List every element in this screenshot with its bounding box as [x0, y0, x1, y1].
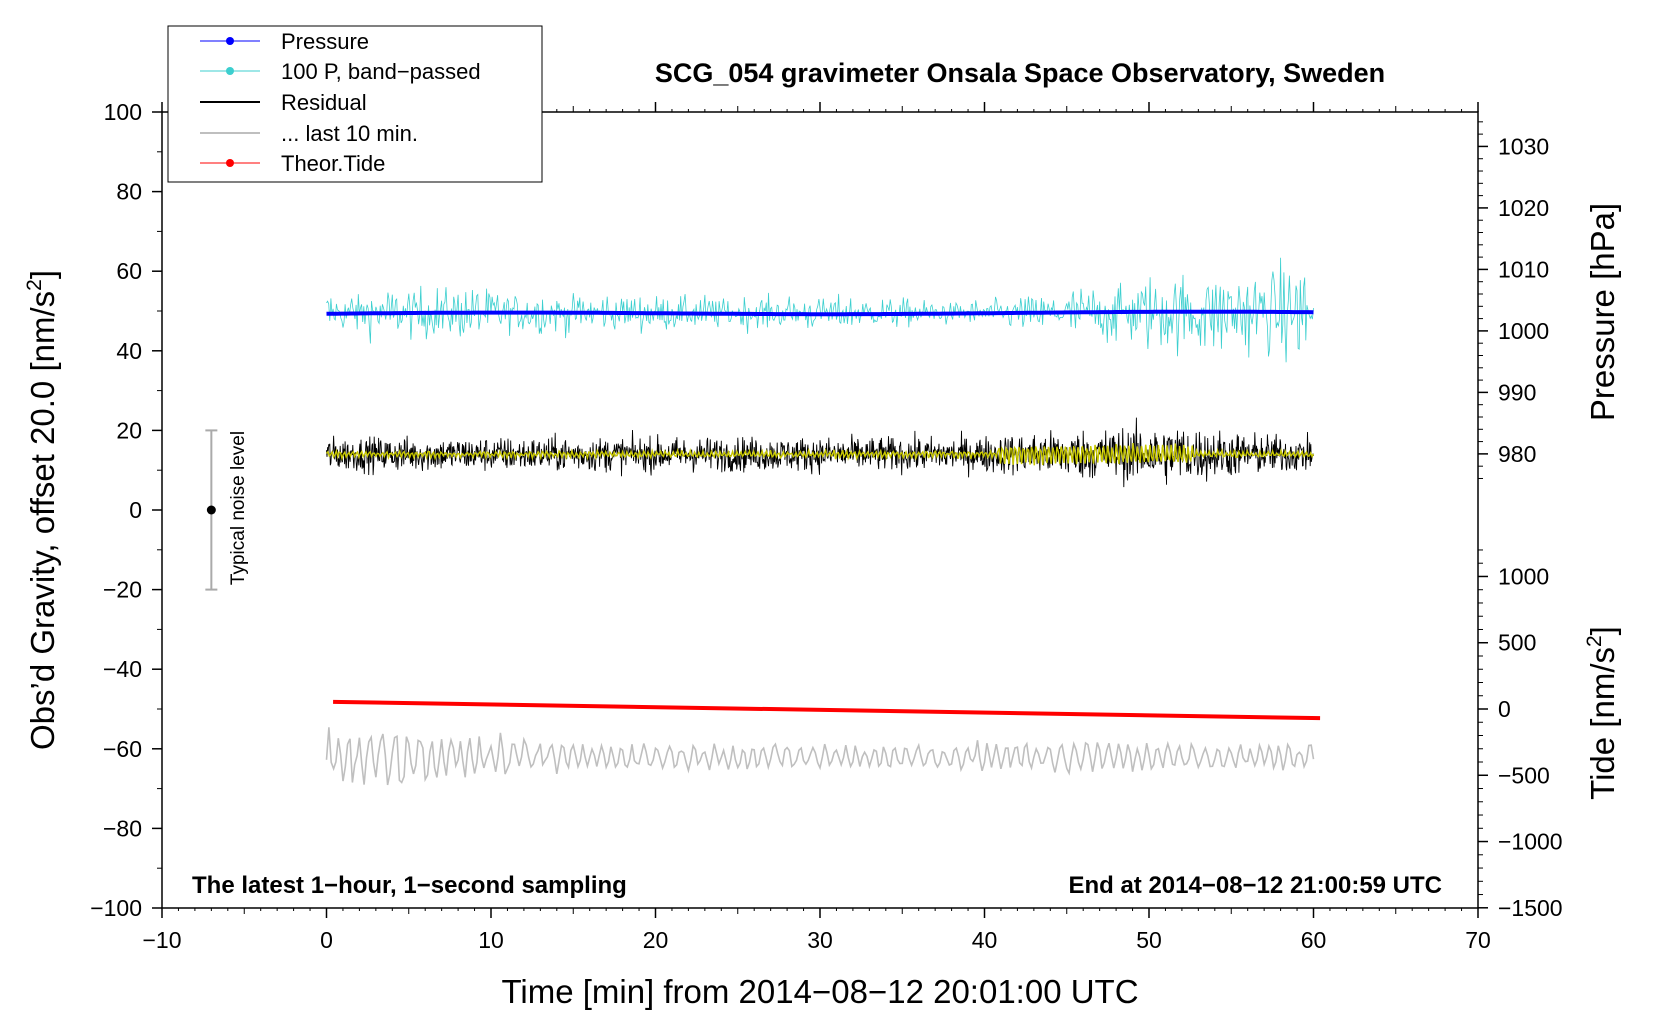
tide-tick-label: 0	[1498, 696, 1511, 722]
tide-tick-label: 1000	[1498, 563, 1549, 589]
y-tick-label: −60	[103, 736, 142, 762]
pressure-tick-label: 1030	[1498, 133, 1549, 159]
x-axis: −10 0 10 20 30 40 50 60 70	[142, 102, 1491, 953]
y-tick-label: 60	[116, 258, 142, 284]
series-residual-smoothed	[325, 443, 1315, 466]
x-tick-label: 10	[478, 927, 504, 953]
series-theoretical-tide	[333, 699, 1321, 721]
pressure-tick-label: 980	[1498, 441, 1536, 467]
pressure-tick-label: 1020	[1498, 195, 1549, 221]
x-tick-label: 70	[1465, 927, 1491, 953]
pressure-tick-label: 990	[1498, 379, 1536, 405]
legend-marker	[226, 37, 234, 45]
legend-label: ... last 10 min.	[281, 121, 418, 146]
y-tick-label: −20	[103, 577, 142, 603]
x-tick-label: 50	[1136, 927, 1162, 953]
y-tick-label: 80	[116, 179, 142, 205]
y-axis-left: −100 −80 −60 −40 −20 0 20 40 60 80 100	[90, 99, 162, 921]
legend-box	[167, 25, 543, 183]
x-tick-label: 60	[1301, 927, 1327, 953]
pressure-tick-label: 1010	[1498, 256, 1549, 282]
annotation-bottom-left: The latest 1−hour, 1−second sampling	[192, 872, 627, 899]
legend: Pressure 100 P, band−passed Residual ... la…	[167, 25, 543, 183]
noise-bar	[205, 429, 218, 591]
y-tick-label: 0	[129, 497, 142, 523]
tide-tick-label: 500	[1498, 630, 1536, 656]
y-axis-label-main: Obs’d Gravity, offset 20.0 [nm/s2]	[23, 270, 61, 750]
y-axis-pressure: 980 990 1000 1010 1020 1030	[1478, 121, 1549, 479]
chart-title: SCG_054 gravimeter Onsala Space Observat…	[655, 58, 1385, 88]
x-tick-label: 40	[972, 927, 998, 953]
legend-label: Residual	[281, 90, 367, 115]
tide-tick-label: −1000	[1498, 829, 1563, 855]
y-tick-label: −80	[103, 815, 142, 841]
y-axis-tide: −1500 −1000 −500 0 500 1000	[1478, 549, 1563, 921]
tide-tick-label: −500	[1498, 762, 1550, 788]
legend-label: 100 P, band−passed	[281, 59, 481, 84]
x-axis-label: Time [min] from 2014−08−12 20:01:00 UTC	[501, 973, 1138, 1010]
x-tick-label: 30	[807, 927, 833, 953]
noise-bar-center-dot	[206, 505, 216, 515]
series-residual	[326, 417, 1314, 488]
annotation-bottom-right: End at 2014−08−12 21:00:59 UTC	[1068, 872, 1442, 899]
y-tick-label: 100	[104, 99, 142, 125]
legend-marker	[226, 67, 234, 75]
x-tick-label: 0	[320, 927, 333, 953]
y-tick-label: −100	[90, 895, 142, 921]
y-tick-label: 20	[116, 417, 142, 443]
y-axis-label-pressure: Pressure [hPa]	[1584, 203, 1621, 421]
plot-frame	[161, 111, 1479, 909]
y-tick-label: −40	[103, 656, 142, 682]
x-tick-label: 20	[643, 927, 669, 953]
legend-label: Pressure	[281, 29, 369, 54]
series-layer	[325, 257, 1321, 786]
y-axis-label-tide: Tide [nm/s2]	[1583, 626, 1621, 800]
x-tick-label: −10	[142, 927, 181, 953]
y-tick-label: 40	[116, 338, 142, 364]
legend-label: Theor.Tide	[281, 151, 385, 176]
noise-bar-label: Typical noise level	[228, 431, 249, 585]
series-last-10-min	[325, 727, 1315, 786]
tide-tick-label: −1500	[1498, 895, 1563, 921]
legend-marker	[226, 159, 234, 167]
series-pressure	[326, 309, 1314, 317]
pressure-tick-label: 1000	[1498, 318, 1549, 344]
